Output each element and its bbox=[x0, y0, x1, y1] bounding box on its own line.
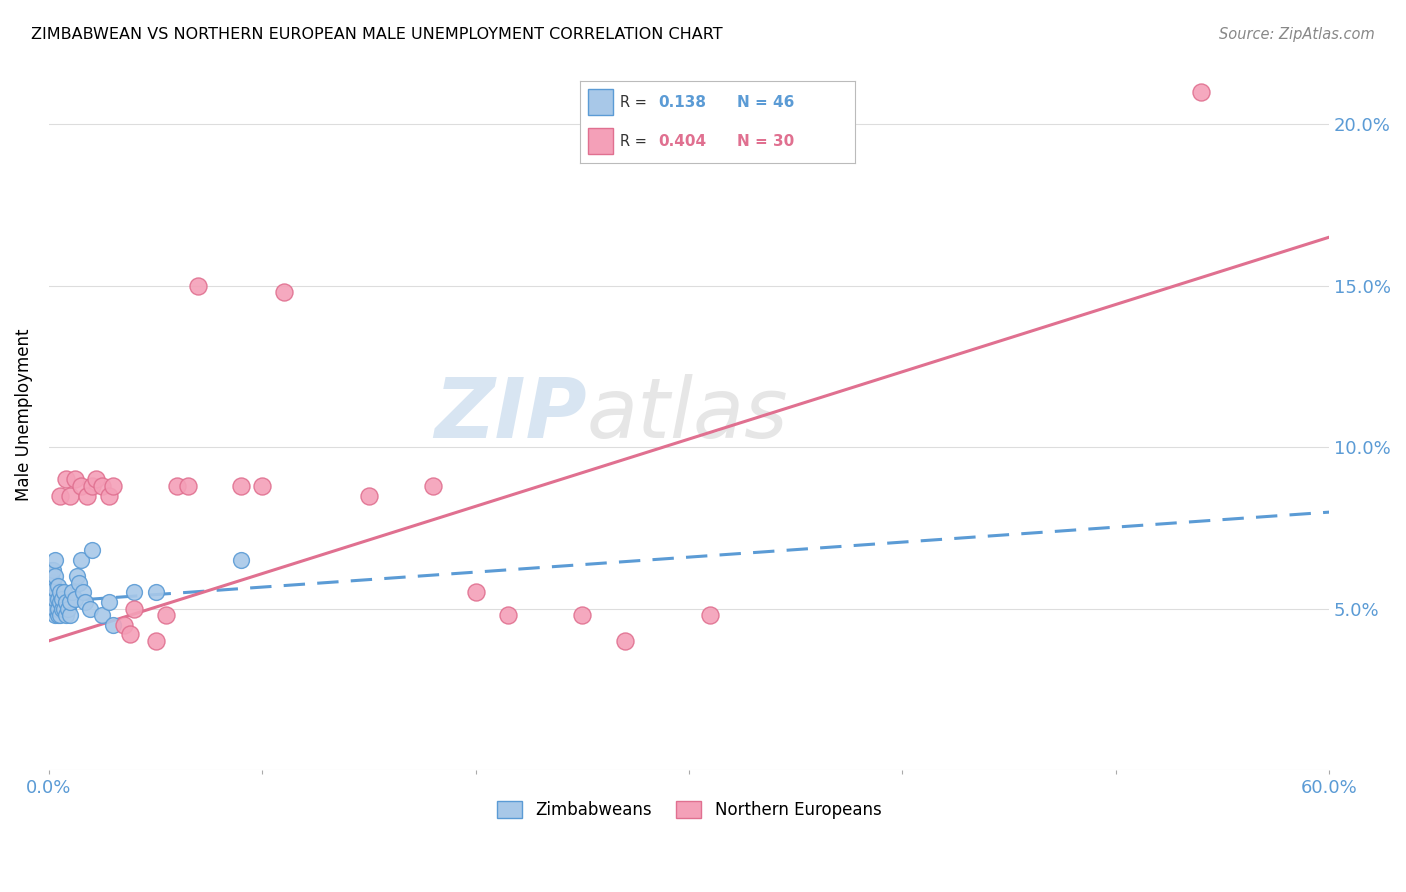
Point bbox=[67, 575, 90, 590]
Point bbox=[699, 607, 721, 622]
Point bbox=[1189, 85, 1212, 99]
Point bbox=[59, 489, 82, 503]
Text: ZIMBABWEAN VS NORTHERN EUROPEAN MALE UNEMPLOYMENT CORRELATION CHART: ZIMBABWEAN VS NORTHERN EUROPEAN MALE UNE… bbox=[31, 27, 723, 42]
Point bbox=[59, 607, 82, 622]
Point bbox=[101, 479, 124, 493]
Point bbox=[229, 553, 252, 567]
Point bbox=[42, 595, 65, 609]
Point bbox=[44, 582, 66, 597]
Point bbox=[79, 601, 101, 615]
Point bbox=[571, 607, 593, 622]
Point bbox=[44, 553, 66, 567]
Point bbox=[44, 569, 66, 583]
Point bbox=[112, 617, 135, 632]
Point bbox=[97, 489, 120, 503]
Point bbox=[63, 591, 86, 606]
Point bbox=[273, 285, 295, 299]
Point bbox=[252, 479, 274, 493]
Point bbox=[46, 601, 69, 615]
Point bbox=[51, 601, 73, 615]
Point bbox=[145, 585, 167, 599]
Point bbox=[145, 633, 167, 648]
Point bbox=[76, 489, 98, 503]
Point bbox=[124, 585, 146, 599]
Point bbox=[44, 601, 66, 615]
Point bbox=[55, 595, 77, 609]
Point bbox=[229, 479, 252, 493]
Point bbox=[91, 479, 114, 493]
Point bbox=[48, 489, 70, 503]
Point bbox=[187, 278, 209, 293]
Text: atlas: atlas bbox=[586, 375, 789, 455]
Point bbox=[614, 633, 637, 648]
Point bbox=[176, 479, 198, 493]
Point bbox=[42, 585, 65, 599]
Text: Source: ZipAtlas.com: Source: ZipAtlas.com bbox=[1219, 27, 1375, 42]
Point bbox=[66, 569, 89, 583]
Point bbox=[51, 591, 73, 606]
Point bbox=[44, 607, 66, 622]
Point bbox=[75, 595, 97, 609]
Point bbox=[70, 479, 93, 493]
Point bbox=[91, 607, 114, 622]
Point bbox=[124, 601, 146, 615]
Point bbox=[155, 607, 177, 622]
Point bbox=[357, 489, 380, 503]
Point bbox=[52, 585, 75, 599]
Point bbox=[422, 479, 444, 493]
Point bbox=[46, 591, 69, 606]
Point bbox=[46, 607, 69, 622]
Point bbox=[55, 472, 77, 486]
Point bbox=[42, 601, 65, 615]
Point bbox=[63, 472, 86, 486]
Point bbox=[97, 595, 120, 609]
Point bbox=[55, 607, 77, 622]
Point bbox=[80, 543, 103, 558]
Point bbox=[42, 575, 65, 590]
Point bbox=[101, 617, 124, 632]
Point bbox=[48, 585, 70, 599]
Point bbox=[52, 601, 75, 615]
Point bbox=[46, 579, 69, 593]
Point bbox=[56, 601, 79, 615]
Point bbox=[62, 585, 84, 599]
Point bbox=[39, 575, 62, 590]
Point bbox=[39, 585, 62, 599]
Point bbox=[44, 591, 66, 606]
Point bbox=[166, 479, 188, 493]
Point bbox=[464, 585, 486, 599]
Point bbox=[84, 472, 107, 486]
Point bbox=[72, 585, 94, 599]
Legend: Zimbabweans, Northern Europeans: Zimbabweans, Northern Europeans bbox=[489, 794, 889, 826]
Point bbox=[118, 627, 141, 641]
Point bbox=[48, 595, 70, 609]
Point bbox=[48, 607, 70, 622]
Y-axis label: Male Unemployment: Male Unemployment bbox=[15, 328, 32, 501]
Text: ZIP: ZIP bbox=[434, 375, 586, 455]
Point bbox=[70, 553, 93, 567]
Point bbox=[39, 563, 62, 577]
Point bbox=[59, 595, 82, 609]
Point bbox=[42, 563, 65, 577]
Point bbox=[39, 569, 62, 583]
Point bbox=[496, 607, 519, 622]
Point bbox=[80, 479, 103, 493]
